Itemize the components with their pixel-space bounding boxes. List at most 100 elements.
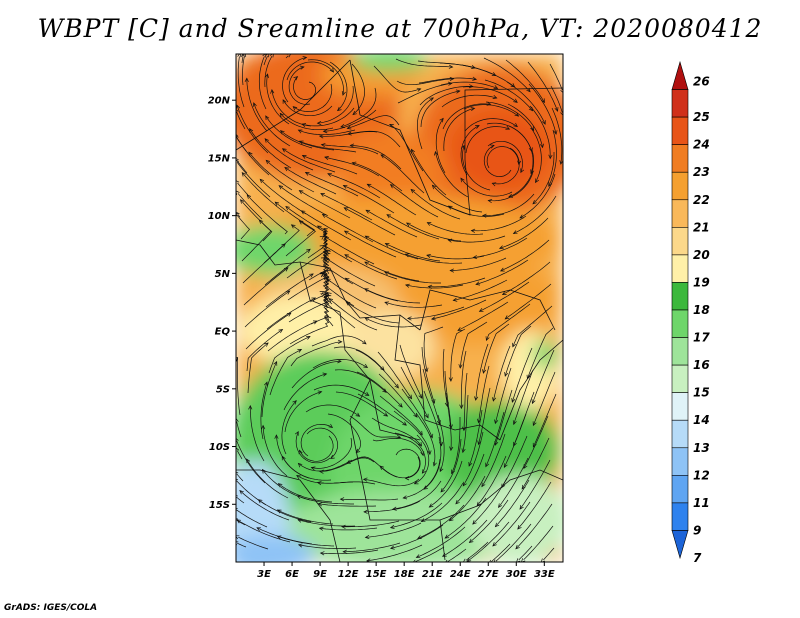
streamline-arrow <box>455 499 460 505</box>
x-tick-label: 18E <box>394 569 415 580</box>
streamline-arrow <box>319 291 325 295</box>
streamline <box>298 459 353 472</box>
streamline <box>349 415 401 438</box>
legend-swatch <box>671 227 689 256</box>
streamline-arrow <box>366 183 372 188</box>
streamline-arrow <box>317 502 323 507</box>
streamline-arrow <box>421 469 426 474</box>
streamline <box>450 257 507 271</box>
streamline <box>475 343 489 401</box>
streamline <box>389 124 424 172</box>
streamline <box>371 417 422 447</box>
streamline-arrow <box>554 107 559 112</box>
streamline <box>491 543 511 562</box>
streamline <box>290 341 342 367</box>
streamline <box>415 412 436 466</box>
streamline-arrow <box>402 421 407 426</box>
streamline <box>264 138 314 171</box>
streamline-arrow <box>431 316 436 321</box>
streamline <box>483 57 531 93</box>
streamline <box>246 458 289 499</box>
legend-swatch <box>671 309 689 338</box>
streamline-arrow <box>379 465 385 470</box>
streamline-arrow <box>323 230 329 235</box>
streamline-arrow <box>239 490 244 495</box>
streamline-arrow <box>449 446 454 452</box>
streamline-arrow <box>236 212 239 217</box>
streamline <box>278 483 333 503</box>
streamline-arrow <box>517 160 522 166</box>
streamline-arrow <box>284 167 289 172</box>
streamline <box>236 135 270 176</box>
legend-swatch <box>671 447 689 476</box>
streamline-arrow <box>298 220 304 225</box>
streamline <box>328 298 378 331</box>
streamline-arrow <box>276 535 282 540</box>
streamline <box>297 519 356 527</box>
streamline <box>243 267 289 306</box>
streamline-arrow <box>337 359 342 364</box>
streamline-arrow <box>417 442 422 447</box>
legend-swatch <box>671 282 689 311</box>
streamline <box>356 371 403 408</box>
streamline <box>236 105 269 154</box>
streamline-arrow <box>236 158 239 162</box>
streamline <box>500 239 550 272</box>
streamline-arrow <box>364 235 370 240</box>
streamline <box>518 545 533 561</box>
streamline <box>285 55 289 59</box>
streamline <box>462 145 491 191</box>
streamline <box>416 526 466 558</box>
streamline-arrow <box>440 488 445 493</box>
streamline-arrow <box>252 102 257 107</box>
x-tick-label: 24E <box>450 569 471 580</box>
streamline <box>494 367 512 424</box>
streamline <box>423 326 444 372</box>
streamline <box>372 437 424 456</box>
streamline-arrow <box>319 273 325 278</box>
streamline <box>246 329 283 372</box>
streamline-arrow <box>236 478 239 481</box>
streamline <box>334 369 387 393</box>
streamline-arrow <box>328 423 334 428</box>
legend-label: 14 <box>693 413 710 427</box>
streamline-arrow <box>390 545 395 550</box>
streamline <box>277 509 334 525</box>
streamline <box>248 151 293 191</box>
streamline-arrow <box>418 394 423 399</box>
streamline <box>406 222 462 242</box>
streamline-arrow <box>482 213 487 218</box>
streamline-arrow <box>342 184 348 189</box>
streamline-arrow <box>470 228 476 233</box>
streamline <box>421 482 464 522</box>
streamline-arrow <box>236 134 238 136</box>
streamline <box>246 194 288 235</box>
streamline-arrow <box>501 483 506 489</box>
streamline <box>344 254 398 280</box>
streamline <box>351 63 365 115</box>
streamline-arrow <box>391 506 397 511</box>
legend-swatch <box>671 392 689 421</box>
streamline <box>262 425 288 477</box>
legend-label: 11 <box>693 496 710 510</box>
streamline <box>459 321 488 369</box>
streamline <box>236 161 271 198</box>
streamline-arrow <box>297 518 302 523</box>
streamline <box>508 149 535 198</box>
streamline <box>373 65 421 93</box>
streamline-arrow <box>417 535 422 540</box>
streamline-arrow <box>444 534 450 539</box>
streamline-arrow <box>442 552 447 557</box>
streamline-arrow <box>452 297 458 302</box>
streamline <box>399 344 423 399</box>
streamline-arrow <box>264 73 269 79</box>
streamline-arrow <box>296 495 302 500</box>
streamline <box>378 373 418 418</box>
streamline <box>350 145 402 170</box>
legend-label: 13 <box>693 441 710 455</box>
streamline <box>386 214 440 240</box>
streamline-arrow <box>264 381 268 387</box>
streamline <box>423 436 442 490</box>
streamline <box>293 83 333 112</box>
streamline <box>465 126 510 154</box>
